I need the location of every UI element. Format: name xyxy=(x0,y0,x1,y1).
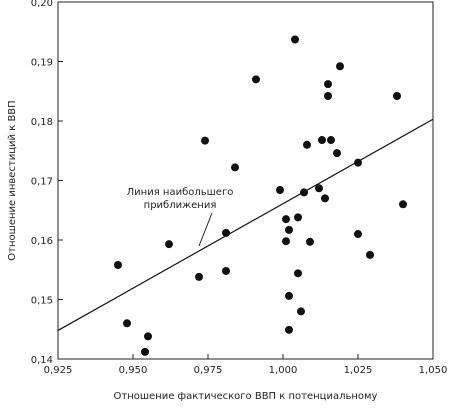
data-point xyxy=(297,307,305,316)
data-point xyxy=(114,260,122,269)
data-point xyxy=(165,240,173,249)
x-tick-label: 0,975 xyxy=(194,365,223,376)
x-axis-title: Отношение фактического ВВП к потенциальн… xyxy=(114,391,378,402)
data-point xyxy=(399,200,407,209)
data-point xyxy=(294,269,302,278)
data-point xyxy=(336,62,344,71)
plot-frame xyxy=(57,1,434,360)
data-point xyxy=(333,149,341,158)
y-axis-ticks: 0,14 0,15 0,16 0,17 0,18 0,19 0,20 xyxy=(31,0,63,366)
data-point xyxy=(354,230,362,239)
data-point xyxy=(354,158,362,167)
x-tick-label: 0,950 xyxy=(119,365,148,376)
data-point xyxy=(291,35,299,44)
data-point xyxy=(252,75,260,84)
data-point xyxy=(123,319,131,328)
annotation-line-2: приближения xyxy=(144,200,217,211)
y-axis-title: Отношение инвестиций к ВВП xyxy=(7,100,18,260)
data-point xyxy=(285,291,293,300)
y-tick-label: 0,15 xyxy=(31,296,53,307)
axes xyxy=(57,1,434,360)
data-point xyxy=(366,250,374,259)
x-tick-label: 1,000 xyxy=(269,365,298,376)
x-tick-label: 1,025 xyxy=(344,365,373,376)
y-tick-label: 0,16 xyxy=(31,236,53,247)
y-tick-label: 0,20 xyxy=(31,0,53,9)
data-points xyxy=(114,35,407,356)
y-tick-label: 0,17 xyxy=(31,177,53,188)
y-tick-label: 0,18 xyxy=(31,117,53,128)
x-axis-ticks: 0,925 0,950 0,975 1,000 1,025 1,050 xyxy=(44,354,448,376)
data-point xyxy=(231,163,239,172)
data-point xyxy=(315,184,323,193)
y-tick-label: 0,19 xyxy=(31,58,53,69)
data-point xyxy=(324,92,332,101)
data-point xyxy=(282,215,290,224)
annotation-line-1: Линия наибольшего xyxy=(127,187,234,198)
annotation-leader-line xyxy=(198,212,213,247)
data-point xyxy=(321,194,329,203)
fit-line-group xyxy=(57,118,434,331)
data-point xyxy=(195,272,203,281)
y-tick-label: 0,14 xyxy=(31,355,53,366)
data-point xyxy=(306,237,314,246)
x-tick-label: 1,050 xyxy=(419,365,448,376)
annotation-group: Линия наибольшего приближения xyxy=(127,187,234,247)
data-point xyxy=(285,225,293,234)
best-fit-line xyxy=(57,118,434,331)
data-point xyxy=(201,136,209,145)
data-point xyxy=(324,80,332,89)
data-point xyxy=(393,92,401,101)
data-point xyxy=(285,325,293,334)
data-point xyxy=(327,136,335,145)
x-tick-label: 0,925 xyxy=(44,365,73,376)
data-point xyxy=(144,332,152,341)
data-point xyxy=(282,237,290,246)
data-point xyxy=(303,140,311,149)
data-point xyxy=(300,188,308,197)
data-point xyxy=(141,347,149,356)
data-point xyxy=(318,136,326,145)
data-point xyxy=(222,266,230,275)
data-point xyxy=(276,186,284,195)
data-point xyxy=(222,228,230,237)
data-point xyxy=(294,213,302,222)
